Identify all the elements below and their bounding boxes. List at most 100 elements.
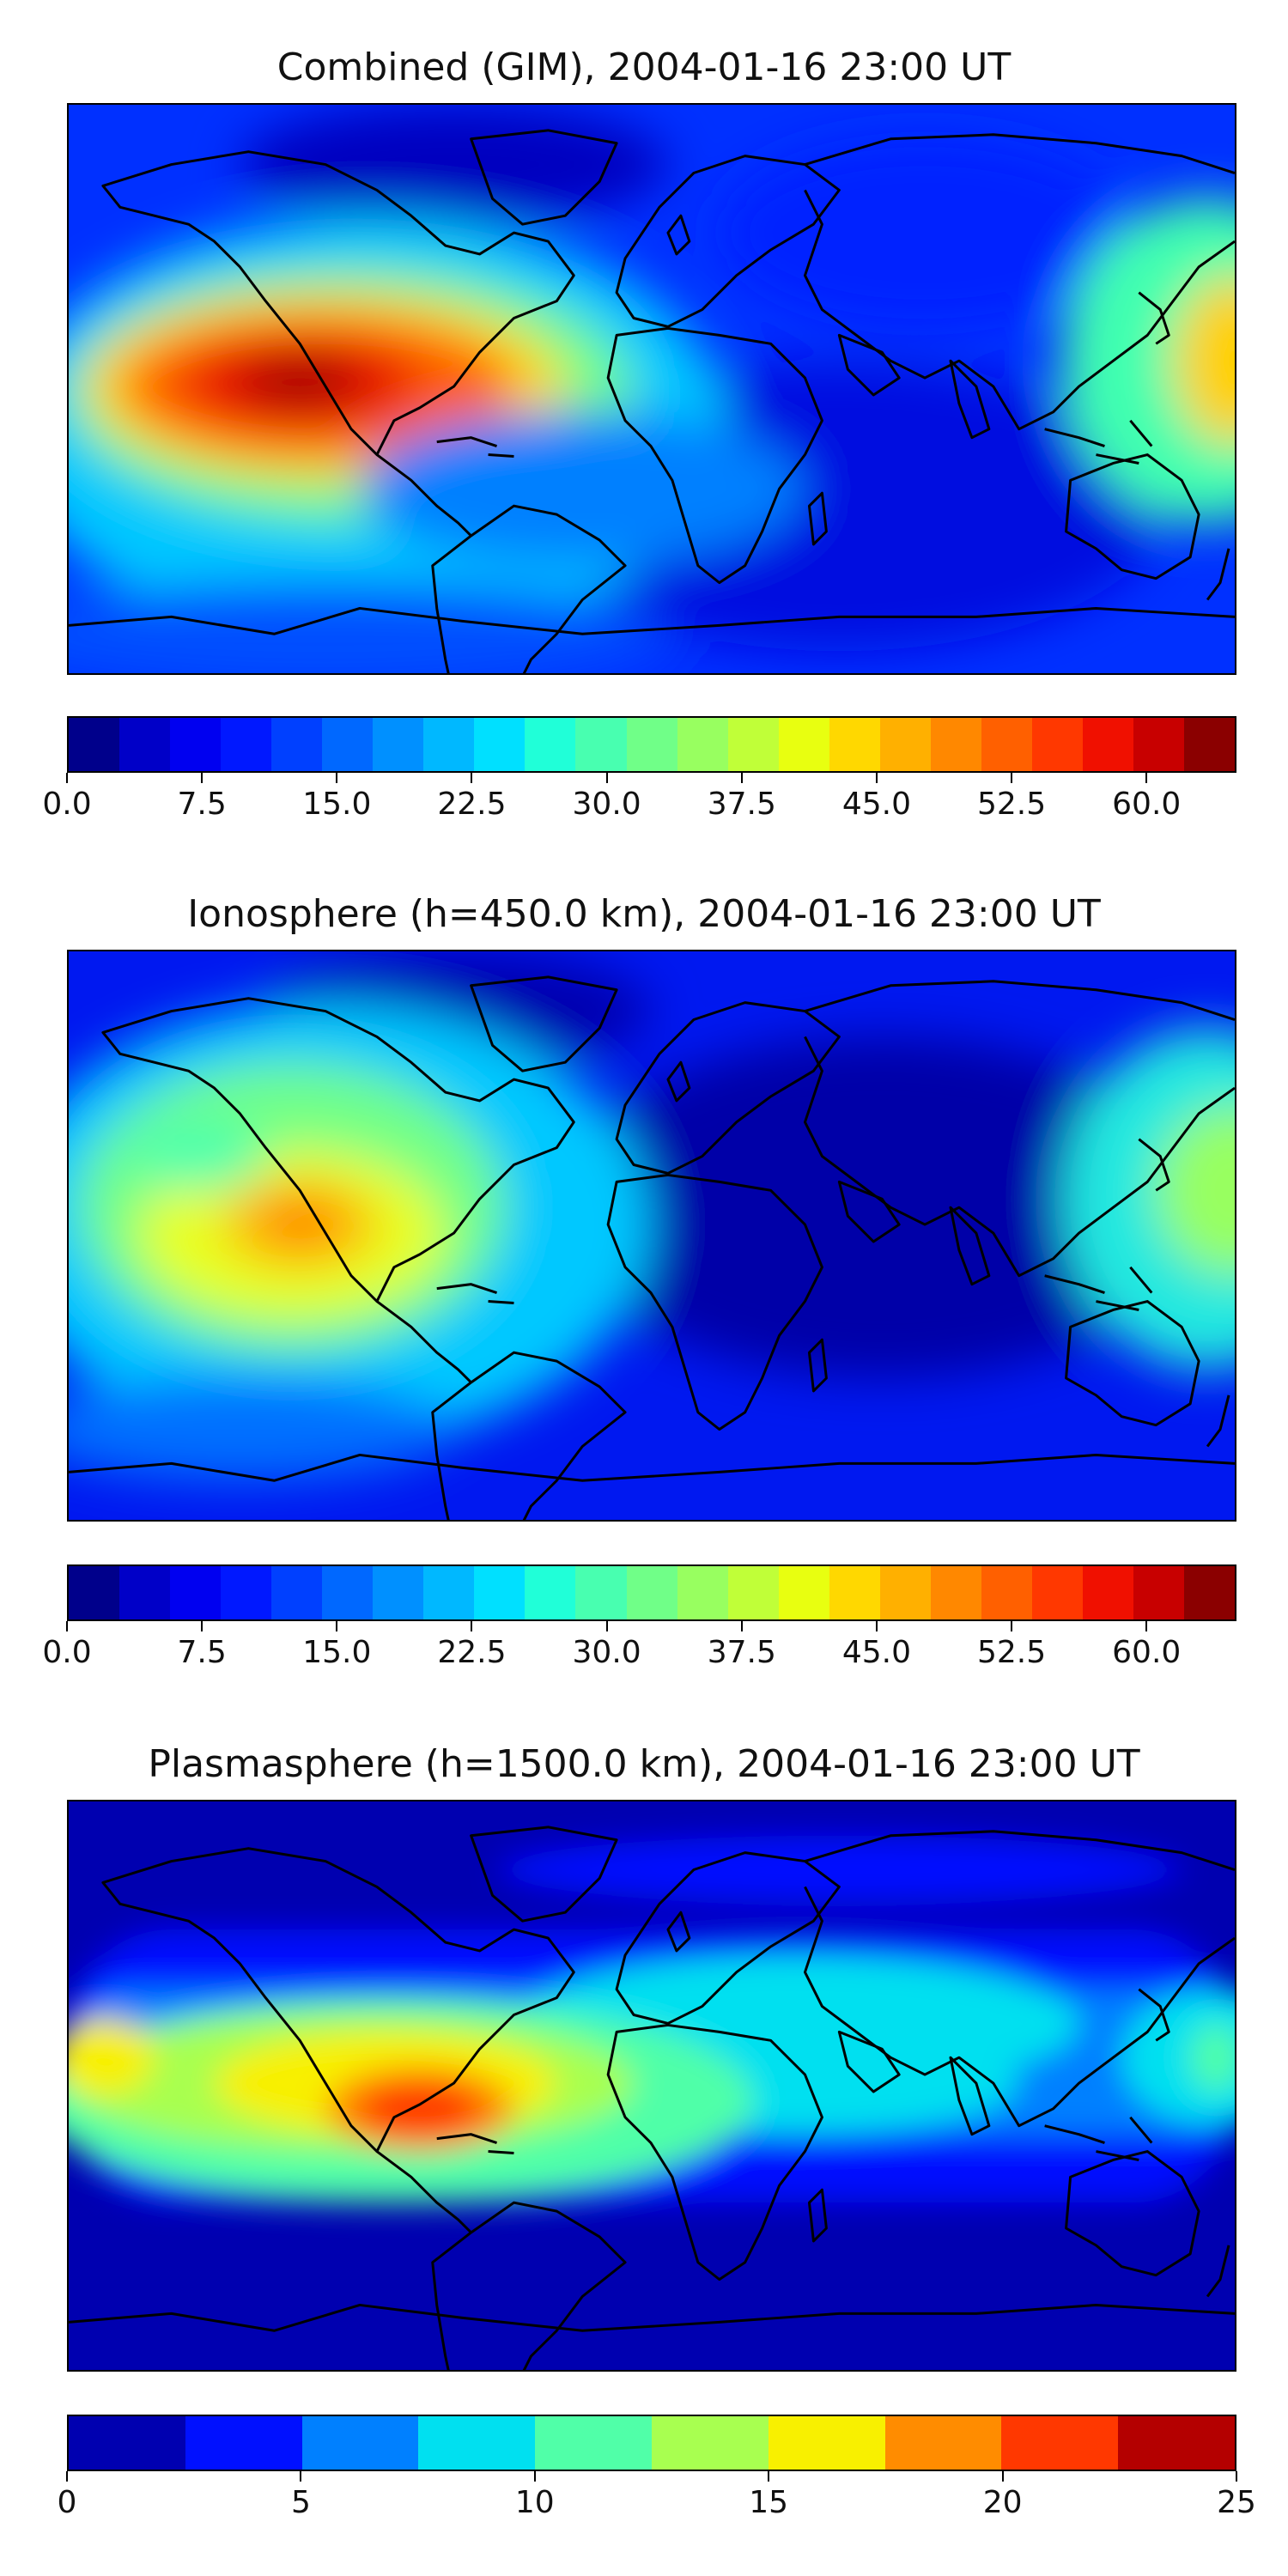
colorbar-tick-label: 45.0 [841, 1635, 911, 1670]
colorbar-segment [829, 1566, 880, 1619]
colorbar-tick-label: 45.0 [841, 787, 911, 822]
colorbar-tick-mark [66, 2471, 68, 2482]
colorbar-segment [525, 1566, 576, 1619]
colorbar-segment [727, 1566, 779, 1619]
colorbar-segment [423, 1566, 475, 1619]
colorbar-segment [651, 2416, 769, 2470]
panel-title: Plasmasphere (h=1500.0 km), 2004-01-16 2… [148, 1742, 1140, 1786]
colorbar-tick-mark [768, 2471, 770, 2482]
colorbar-tick-mark [740, 1621, 743, 1631]
colorbar-segment [1133, 1566, 1185, 1619]
colorbar-segment [1031, 718, 1083, 771]
colorbar-segment [322, 718, 374, 771]
colorbar-segment [185, 2416, 302, 2470]
colorbar [67, 1564, 1236, 1621]
colorbar-segment [170, 1566, 222, 1619]
colorbar-segment [768, 2416, 885, 2470]
colorbar [67, 2415, 1236, 2471]
colorbar-tick-label: 22.5 [437, 1635, 507, 1670]
colorbar-tick-label: 15.0 [302, 787, 372, 822]
colorbar-segment [778, 718, 829, 771]
colorbar-tick-mark [66, 773, 68, 783]
colorbar-segment [221, 718, 272, 771]
colorbar-segment [373, 718, 424, 771]
colorbar-tick-mark [300, 2471, 302, 2482]
colorbar-segment [1184, 1566, 1236, 1619]
colorbar-segment [1133, 718, 1185, 771]
colorbar-tick-mark [336, 1621, 338, 1631]
colorbar-tick-mark [1011, 1621, 1013, 1631]
colorbar-segment [474, 718, 526, 771]
colorbar-tick-mark [471, 1621, 473, 1631]
colorbar-segment [69, 718, 120, 771]
colorbar-ticks: 0.0 7.5 15.0 22.5 30.0 37.5 45.0 52.5 60.0 [42, 773, 1236, 824]
colorbar-tick-label: 25 [1217, 2485, 1256, 2520]
colorbar-segment [1184, 718, 1236, 771]
colorbar-segment [69, 2416, 185, 2470]
colorbar-tick-label: 7.5 [177, 1635, 227, 1670]
colorbar-segment [879, 1566, 931, 1619]
colorbar-segment [301, 2416, 419, 2470]
colorbar-tick-label: 5 [290, 2485, 311, 2520]
colorbar-segment [981, 718, 1032, 771]
colorbar-tick-mark [201, 773, 204, 783]
colorbar-segment [1082, 1566, 1133, 1619]
colorbar-segment [474, 1566, 526, 1619]
colorbar-segment [626, 1566, 677, 1619]
colorbar-segment [778, 1566, 829, 1619]
colorbar-tick-mark [1011, 773, 1013, 783]
colorbar-segment [535, 2416, 652, 2470]
panel-title: Combined (GIM), 2004-01-16 23:00 UT [276, 46, 1012, 89]
colorbar-tick-mark [533, 2471, 536, 2482]
colorbar-segment [1031, 1566, 1083, 1619]
colorbar-tick-label: 30.0 [572, 787, 641, 822]
colorbar-segment [677, 1566, 728, 1619]
panel-title: Ionosphere (h=450.0 km), 2004-01-16 23:0… [187, 892, 1101, 936]
colorbar-ticks: 0.0 7.5 15.0 22.5 30.0 37.5 45.0 52.5 60.0 [42, 1621, 1236, 1673]
colorbar-tick-label: 7.5 [177, 787, 227, 822]
colorbar-segment [1001, 2416, 1119, 2470]
colorbar-tick-mark [740, 773, 743, 783]
colorbar-tick-mark [1001, 2471, 1004, 2482]
colorbar-tick-label: 15.0 [302, 1635, 372, 1670]
colorbar-tick-mark [605, 773, 608, 783]
colorbar-tick-label: 0.0 [42, 787, 92, 822]
colorbar-ticks: 0 5 10 15 20 25 [58, 2471, 1256, 2523]
colorbar-segment [423, 718, 475, 771]
colorbar-segment [69, 1566, 120, 1619]
colorbar-tick-mark [875, 773, 878, 783]
tec-map [67, 950, 1236, 1522]
colorbar-segment [170, 718, 222, 771]
colorbar-tick-label: 10 [514, 2485, 555, 2520]
colorbar-tick-label: 37.5 [707, 787, 776, 822]
colorbar-segment [626, 718, 677, 771]
colorbar-tick-mark [201, 1621, 204, 1631]
colorbar-segment [119, 718, 171, 771]
map-canvas [69, 951, 1235, 1520]
colorbar-segment [930, 718, 981, 771]
colorbar-segment [221, 1566, 272, 1619]
colorbar-tick-mark [1145, 1621, 1148, 1631]
colorbar-segment [119, 1566, 171, 1619]
colorbar-segment [575, 1566, 627, 1619]
colorbar-segment [373, 1566, 424, 1619]
tec-map [67, 1800, 1236, 2372]
colorbar-tick-label: 20 [982, 2485, 1023, 2520]
colorbar-segment [418, 2416, 536, 2470]
colorbar-tick-label: 60.0 [1112, 787, 1182, 822]
colorbar-tick-label: 15 [749, 2485, 789, 2520]
colorbar-segment [884, 2416, 1002, 2470]
colorbar-tick-mark [875, 1621, 878, 1631]
map-canvas [69, 1801, 1235, 2370]
colorbar-segment [271, 1566, 323, 1619]
colorbar-tick-label: 0 [57, 2485, 77, 2520]
colorbar-segment [930, 1566, 981, 1619]
colorbar-segment [271, 718, 323, 771]
tec-map [67, 103, 1236, 675]
colorbar-tick-label: 30.0 [572, 1635, 641, 1670]
colorbar-tick-mark [471, 773, 473, 783]
colorbar [67, 716, 1236, 773]
colorbar-segment [677, 718, 728, 771]
colorbar-tick-mark [66, 1621, 68, 1631]
map-canvas [69, 105, 1235, 673]
